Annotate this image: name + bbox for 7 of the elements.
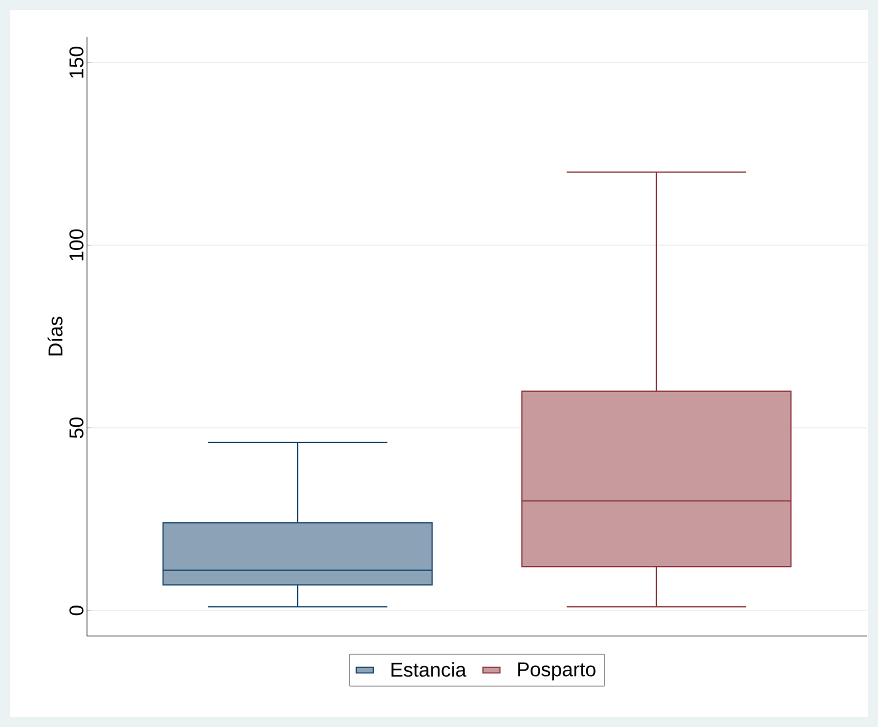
y-tick-label: 50 <box>69 418 84 438</box>
y-tick-label: 0 <box>69 606 84 616</box>
legend-label: Estancia <box>392 662 466 677</box>
legend-label: Posparto <box>518 662 596 680</box>
y-tick-label: 150 <box>69 46 84 78</box>
y-axis-title: Días <box>48 316 63 356</box>
y-tick-label: 100 <box>69 229 84 260</box>
